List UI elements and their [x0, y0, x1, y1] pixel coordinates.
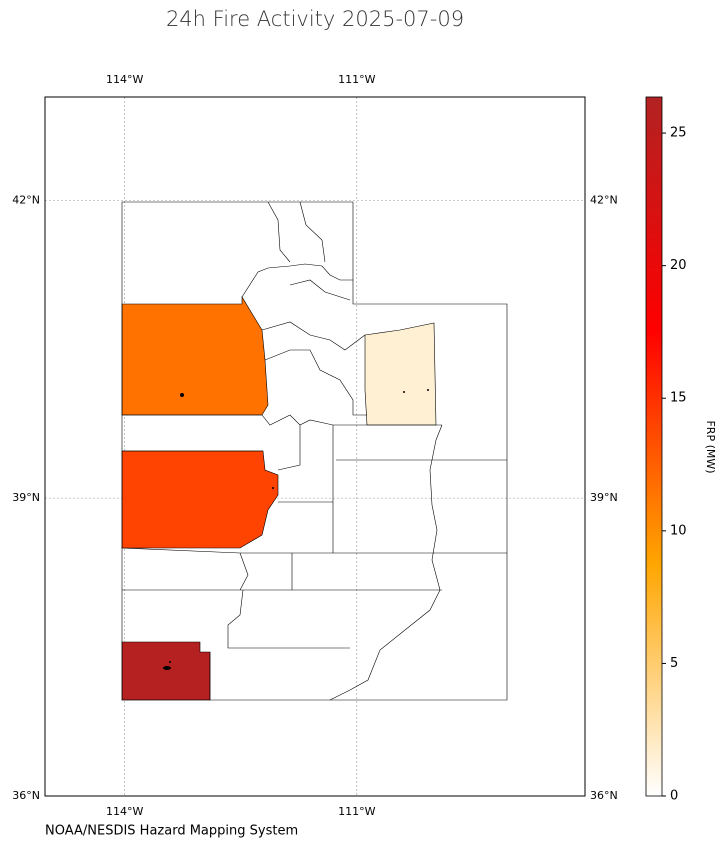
- fire-detections: [163, 389, 429, 670]
- x-tick-label: 114°W: [106, 805, 143, 818]
- y-tick-label: 39°N: [590, 491, 618, 504]
- y-tick-label: 39°N: [12, 491, 40, 504]
- county-borders: [121, 201, 508, 701]
- x-tick-label: 111°W: [338, 73, 375, 86]
- colorbar-tick-label: 5: [670, 656, 678, 671]
- y-tick-label: 36°N: [12, 789, 40, 802]
- county-region: [121, 295, 269, 416]
- colorbar-tick-label: 25: [670, 126, 687, 141]
- colorbar-tick-label: 10: [670, 523, 687, 538]
- colorbar: [645, 96, 663, 797]
- county-region: [121, 641, 211, 701]
- y-tick-label: 36°N: [590, 789, 618, 802]
- county-region: [121, 450, 279, 549]
- x-tick-label: 114°W: [106, 73, 143, 86]
- colorbar-tick-label: 20: [670, 258, 687, 273]
- x-tick-label: 111°W: [338, 805, 375, 818]
- map-frame: [44, 96, 586, 797]
- colorbar-tick-label: 15: [670, 391, 687, 406]
- colorbar-label: FRP (MW): [704, 420, 717, 473]
- county-region: [364, 322, 437, 426]
- map-title: 24h Fire Activity 2025-07-09: [166, 7, 464, 31]
- y-tick-label: 42°N: [12, 193, 40, 206]
- y-tick-label: 42°N: [590, 193, 618, 206]
- source-note: NOAA/NESDIS Hazard Mapping System: [45, 824, 298, 839]
- colorbar-tick-label: 0: [670, 789, 678, 804]
